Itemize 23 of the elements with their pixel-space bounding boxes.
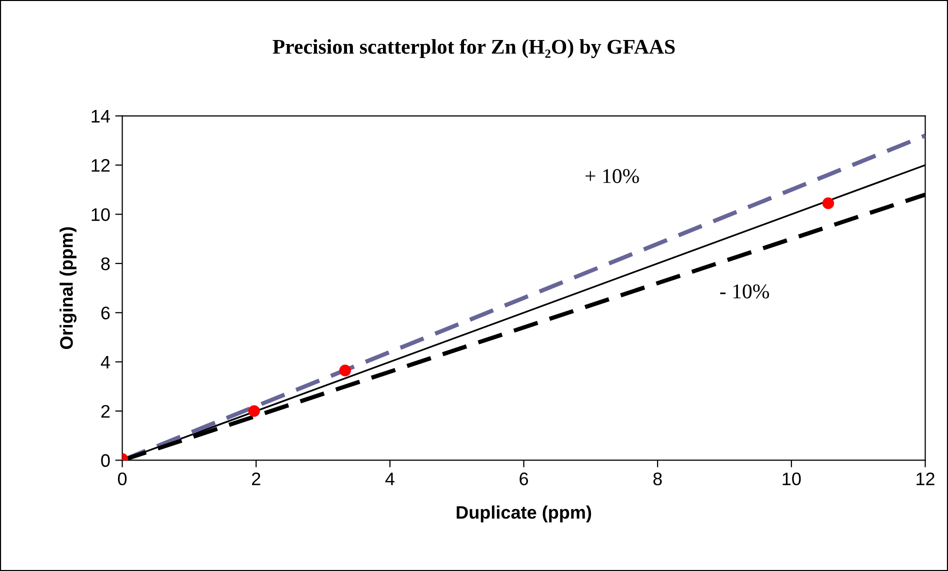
y-axis-title: Original (ppm) [60,227,77,350]
x-tick-label: 2 [252,472,260,486]
y-tick-label: 14 [92,110,110,122]
y-tick-label: 12 [92,159,110,172]
y-tick-label: 10 [92,208,110,222]
point [339,364,351,376]
annotation: - 10% [720,284,770,299]
x-axis-title: Duplicate (ppm) [456,506,592,522]
y-tick-label: 6 [101,306,110,320]
point [248,405,260,417]
chart-title: Precision scatterplot for Zn (H₂O) by GFAAS [272,38,675,58]
y-tick-label: 0 [101,454,110,467]
y-tick-label: 8 [101,257,110,270]
x-tick-label: 6 [520,472,528,486]
x-tick-label: 12 [916,472,934,486]
annotation: + 10% [586,169,639,184]
x-tick-label: 8 [653,472,662,486]
y-tick-label: 2 [101,404,110,418]
x-tick-label: 4 [385,472,394,486]
point [822,197,834,210]
x-tick-label: 10 [782,472,801,486]
x-tick-label: 0 [118,472,127,486]
y-tick-label: 4 [100,356,110,368]
